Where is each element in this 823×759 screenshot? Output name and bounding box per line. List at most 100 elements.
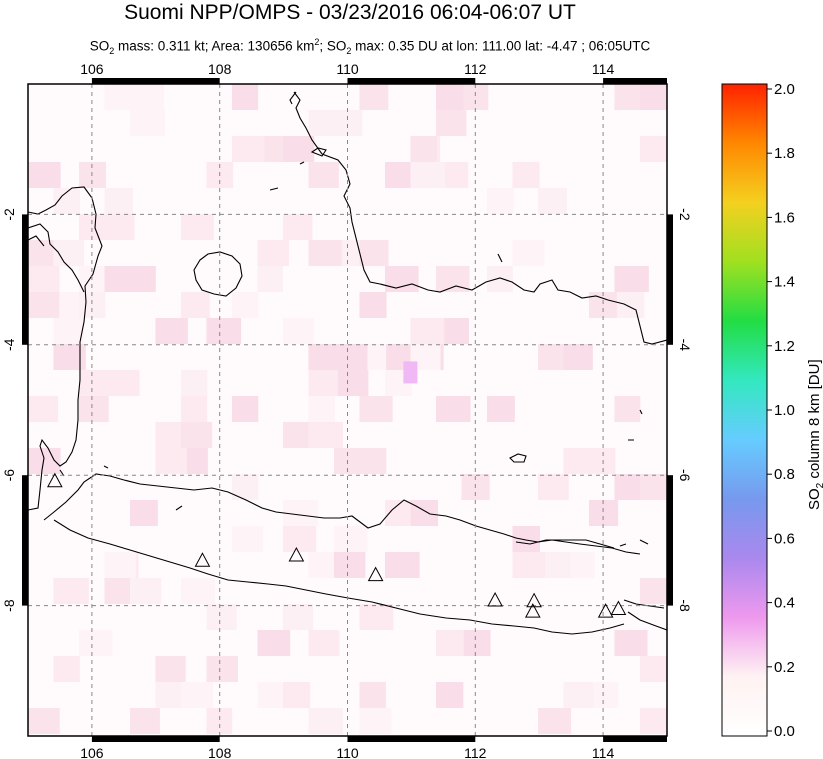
so2-pixel <box>283 318 314 344</box>
so2-pixel <box>181 370 208 396</box>
so2-pixel <box>28 162 61 188</box>
coastline-madura <box>515 539 615 549</box>
lat-tick-label-left: -8 <box>1 599 17 612</box>
so2-pixel <box>640 708 667 734</box>
so2-pixel <box>104 84 138 110</box>
so2-pixel <box>487 396 515 422</box>
coastline-bali-south <box>627 611 667 631</box>
area-unit-sup: 2 <box>314 37 320 47</box>
so2-pixel <box>461 630 491 656</box>
so2-pixel <box>79 396 109 422</box>
colorbar-tick-label: 1.4 <box>774 274 795 291</box>
so2-pixel <box>359 682 386 708</box>
so2-pixel <box>181 214 214 240</box>
so2-pixel <box>283 214 313 240</box>
colorbar-tick-label: 0.6 <box>774 530 795 547</box>
volcano-layer <box>47 472 627 618</box>
so2-pixel <box>206 604 237 630</box>
so2-pixel <box>359 396 393 422</box>
so2-pixel <box>410 136 437 162</box>
so2-pixel <box>359 604 394 630</box>
so2-mass-sub: 2 <box>109 46 115 57</box>
so2-max-label: ; SO <box>319 38 347 54</box>
so2-pixel <box>104 266 137 292</box>
coastline-java-south <box>53 519 625 635</box>
so2-pixel <box>410 318 445 344</box>
so2-pixel <box>436 84 464 110</box>
so2-pixel <box>614 84 644 110</box>
so2-pixel <box>334 344 368 370</box>
frame-bar <box>347 736 476 742</box>
so2-pixel <box>79 292 106 318</box>
so2-pixel <box>436 396 471 422</box>
so2-pixel <box>232 526 264 552</box>
so2-pixel <box>28 292 60 318</box>
frame-bar <box>91 78 220 84</box>
volcano-marker <box>487 591 503 607</box>
so2-pixel <box>79 162 106 188</box>
so2-pixel <box>538 708 572 734</box>
so2-pixel <box>181 422 213 448</box>
so2-pixel <box>640 578 667 604</box>
colorbar-tick-label: 1.6 <box>774 209 795 226</box>
lat-tick-label-right: -6 <box>677 469 693 482</box>
so2-pixel <box>538 188 567 214</box>
so2-pixel <box>308 708 343 734</box>
frame-bar <box>667 214 673 345</box>
frame-bar <box>603 736 667 742</box>
so2-pixel <box>359 84 389 110</box>
so2-pixel <box>28 396 59 422</box>
lon-tick-label: 106 <box>80 745 104 759</box>
so2-pixel <box>308 552 338 578</box>
volcano-marker <box>524 603 541 618</box>
frame-bar <box>22 214 28 345</box>
so2-pixel <box>512 240 545 266</box>
coastline-borneo-coast2 <box>289 91 297 105</box>
colorbar <box>721 83 768 737</box>
lat-tick-label-right: -4 <box>677 339 693 352</box>
coastline-borneo <box>293 91 667 345</box>
so2-pixel <box>206 318 242 344</box>
so2-pixel <box>385 552 420 578</box>
so2-pixel <box>232 84 259 110</box>
page-title: Suomi NPP/OMPS - 03/23/2016 06:04-06:07 … <box>124 1 576 24</box>
lon-tick-label: 114 <box>592 61 615 77</box>
so2-pixel <box>359 448 387 474</box>
so2-pixel <box>130 110 165 136</box>
so2-pixel <box>155 656 186 682</box>
lat-tick-label-left: -6 <box>1 469 17 482</box>
so2-pixel <box>461 84 489 110</box>
so2-pixel <box>308 110 344 136</box>
so2-pixel <box>589 500 619 526</box>
lat-tick-label-right: -2 <box>677 208 693 221</box>
colorbar-tick-label: 0.2 <box>774 659 795 676</box>
lon-tick-label: 108 <box>208 61 232 77</box>
so2-pixel <box>53 344 86 370</box>
frame-bar <box>91 736 220 742</box>
frame-bar <box>347 78 476 84</box>
colorbar-tick-label: 0.8 <box>774 466 795 483</box>
so2-pixel <box>53 318 84 344</box>
so2-pixel <box>232 396 259 422</box>
so2-pixel <box>614 630 648 656</box>
so2-pixel <box>436 110 467 136</box>
volcano-marker <box>47 472 63 488</box>
volcano-marker <box>610 600 627 616</box>
coastline-java-north <box>43 473 641 555</box>
colorbar-tick-label: 0.0 <box>774 723 795 740</box>
coastline-karimunjawa <box>509 453 527 463</box>
so2-pixel <box>104 188 133 214</box>
so2-mass-text: mass: 0.311 kt; Area: 130656 km <box>114 38 315 54</box>
so2-pixel <box>308 370 338 396</box>
so2-pixel <box>206 708 233 734</box>
so2-pixel <box>181 396 208 422</box>
svg-text:SO2 column 8 km [DU]: SO2 column 8 km [DU] <box>806 359 823 510</box>
frame-tick-bars <box>22 78 673 742</box>
so2-pixel <box>232 292 259 318</box>
so2-pixel <box>257 266 284 292</box>
so2-pixel <box>28 708 60 734</box>
so2-pixel <box>283 526 317 552</box>
so2-pixel <box>385 266 419 292</box>
volcano-marker <box>194 552 211 567</box>
